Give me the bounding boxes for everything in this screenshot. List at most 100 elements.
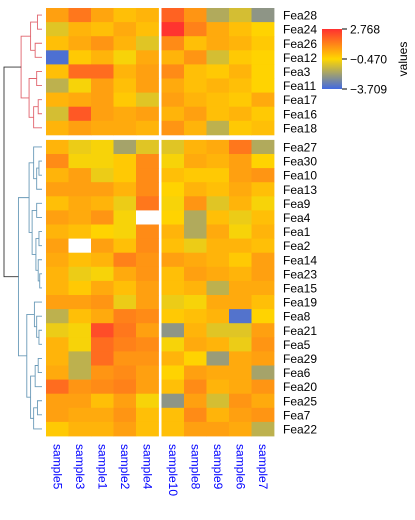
heatmap-cell — [46, 266, 69, 282]
row-label: Fea4 — [283, 211, 311, 225]
heatmap-cell — [91, 238, 114, 254]
heatmap-cell — [68, 393, 92, 409]
heatmap-cell — [229, 139, 252, 155]
legend-tick-label: 2.768 — [350, 23, 380, 37]
heatmap-cell — [184, 365, 207, 380]
heatmap-cell — [113, 139, 137, 155]
heatmap-cell — [229, 351, 252, 366]
heatmap-cell — [161, 295, 185, 310]
row-label: Fea17 — [283, 93, 317, 107]
dendrogram-branch — [36, 400, 42, 416]
heatmap-cell — [46, 210, 69, 225]
heatmap-cell — [91, 92, 114, 108]
heatmap-cell — [206, 351, 230, 366]
heatmap-cell — [91, 379, 114, 395]
heatmap-cell — [113, 407, 137, 423]
heatmap-cell — [136, 407, 159, 423]
dendrogram-branch — [39, 273, 42, 289]
heatmap-cell — [229, 154, 252, 169]
heatmap-cell — [136, 295, 159, 310]
heatmap-cell — [91, 78, 114, 93]
heatmap-cells — [46, 8, 275, 437]
heatmap-cell — [136, 365, 159, 380]
color-legend: 2.768 −0.470 −3.709 values — [322, 23, 410, 97]
heatmap-cell — [91, 224, 114, 239]
heatmap-cell — [229, 337, 252, 352]
heatmap-cell — [161, 168, 185, 183]
heatmap-cell — [206, 280, 230, 296]
legend-tick-label: −0.470 — [350, 52, 387, 66]
dendrogram-branch — [17, 197, 30, 357]
heatmap-cell — [206, 224, 230, 239]
heatmap-cell — [136, 379, 159, 395]
heatmap-cell — [113, 168, 137, 183]
heatmap-cell — [68, 8, 92, 23]
heatmap-cell — [91, 337, 114, 352]
column-label: sample6 — [233, 444, 247, 490]
heatmap-cell — [184, 407, 207, 423]
heatmap-cell — [136, 120, 159, 136]
heatmap-cell — [206, 295, 230, 310]
heatmap-cell — [91, 50, 114, 65]
dendrogram-branch — [28, 162, 34, 233]
heatmap-cell — [229, 393, 252, 409]
heatmap-cell — [113, 196, 137, 211]
heatmap-cell — [46, 337, 69, 352]
heatmap-cell — [206, 407, 230, 423]
column-labels: sample5 sample3 sample1 sample2 sample4 sampl… — [50, 444, 270, 496]
heatmap-cell — [68, 407, 92, 423]
heatmap-cell — [91, 351, 114, 366]
heatmap-cell — [113, 421, 137, 437]
heatmap-cell — [136, 224, 159, 239]
heatmap-cell — [161, 8, 185, 23]
heatmap-cell — [251, 224, 275, 239]
heatmap-cell — [91, 393, 114, 409]
dendrogram-branch — [38, 160, 42, 176]
heatmap-cell — [229, 50, 252, 65]
heatmap-cell — [136, 266, 159, 282]
heatmap-cell — [206, 252, 230, 268]
dendrogram-branch — [36, 202, 42, 218]
heatmap-cell — [251, 295, 275, 310]
heatmap-cell — [113, 210, 137, 225]
heatmap-cell — [136, 106, 159, 122]
heatmap-cell — [113, 393, 137, 409]
heatmap-cell — [251, 8, 275, 23]
heatmap-cell — [206, 92, 230, 108]
heatmap-cell — [136, 238, 159, 254]
heatmap-cell — [113, 120, 137, 136]
heatmap-cell — [251, 266, 275, 282]
heatmap-cell — [113, 252, 137, 268]
heatmap-cell — [91, 323, 114, 338]
heatmap-cell — [46, 224, 69, 239]
row-label: Fea2 — [283, 239, 311, 253]
heatmap-cell — [251, 36, 275, 51]
heatmap-cell — [206, 238, 230, 254]
heatmap-cell — [46, 8, 69, 23]
dendrogram-branch — [38, 231, 42, 247]
heatmap-cell — [184, 168, 207, 183]
row-label: Fea23 — [283, 267, 317, 281]
heatmap-cell — [91, 182, 114, 197]
heatmap-cell — [184, 78, 207, 93]
heatmap-cell — [229, 309, 252, 324]
dendrogram-branch — [28, 78, 37, 118]
heatmap-cell — [136, 78, 159, 93]
heatmap-cell — [68, 139, 92, 155]
heatmap-cell — [136, 252, 159, 268]
row-labels: Fea28Fea24Fea26Fea12Fea3Fea11Fea17Fea16F… — [283, 9, 317, 437]
heatmap-cell — [136, 351, 159, 366]
heatmap-cell — [136, 421, 159, 437]
heatmap-cell — [184, 379, 207, 395]
heatmap-cell — [206, 393, 230, 409]
heatmap-cell — [46, 36, 69, 51]
heatmap-cell — [91, 266, 114, 282]
heatmap-cell — [229, 210, 252, 225]
heatmap-cell — [91, 120, 114, 136]
heatmap-cell — [68, 106, 92, 122]
heatmap-cell — [251, 182, 275, 197]
heatmap-cell — [68, 78, 92, 93]
row-label: Fea15 — [283, 281, 317, 295]
heatmap-cell — [68, 154, 92, 169]
